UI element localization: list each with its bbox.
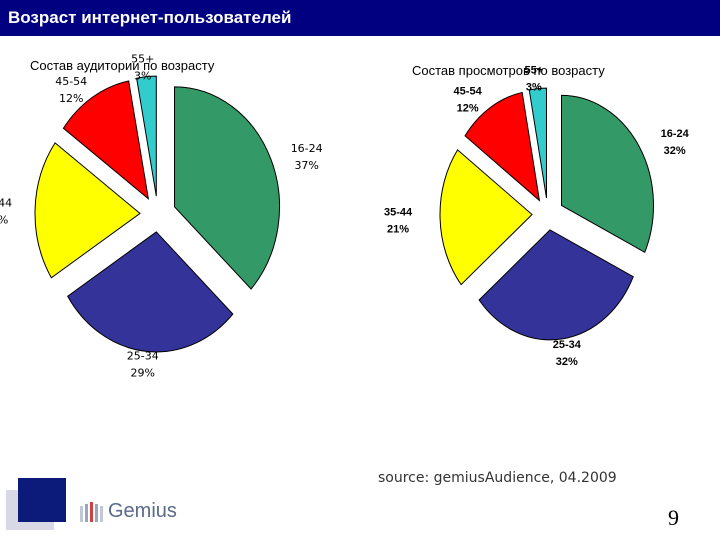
slice-value-label: 32% — [556, 356, 578, 368]
source-note: source: gemiusAudience, 04.2009 — [378, 470, 617, 486]
slice-value-label: 3% — [134, 70, 151, 83]
chart-audience-labels: 16-24 37% 25-34 29% 35-44 19% 45-54 12% 55+ 3% — [0, 53, 323, 380]
slice-category-label: 45-54 — [454, 85, 483, 97]
pie-slice-25-34 — [66, 231, 234, 353]
decor-square — [18, 478, 66, 522]
slice-value-label: 12% — [457, 102, 479, 114]
chart-audience-title: Состав аудитории по возрасту — [30, 58, 215, 73]
pie-slice-35-44 — [439, 149, 533, 286]
charts-canvas: Состав аудитории по возрасту 16-24 37% 25-… — [0, 53, 690, 380]
slide-title-bar: Возраст интернет-пользователей — [0, 0, 720, 36]
slice-value-label: 3% — [526, 82, 542, 94]
slice-category-label: 25-34 — [553, 339, 582, 351]
slice-category-label: 35-44 — [384, 206, 413, 218]
slice-value-label: 12% — [59, 92, 83, 105]
slice-value-label: 19% — [0, 213, 8, 226]
chart-views-title: Состав просмотров по возрасту — [412, 63, 605, 78]
page-number: 9 — [668, 505, 679, 530]
chart-views-labels: 16-24 32% 25-34 32% 35-44 21% 45-54 12% 55+ 3% — [384, 65, 690, 368]
pie-slice-45-54 — [62, 80, 150, 201]
slide-title: Возраст интернет-пользователей — [8, 8, 292, 27]
slice-category-label: 55+ — [525, 65, 544, 77]
pie-slice-35-44 — [34, 142, 141, 279]
slice-category-label: 45-54 — [55, 75, 87, 88]
pie-slice-25-34 — [478, 229, 634, 341]
chart-audience-slices — [34, 75, 281, 353]
chart-audience: Состав аудитории по возрасту 16-24 37% 25-… — [0, 53, 323, 380]
slice-category-label: 16-24 — [661, 128, 690, 140]
chart-views: Состав просмотров по возрасту 16-24 32% 25… — [384, 63, 690, 368]
pie-slice-45-54 — [464, 91, 541, 202]
slice-value-label: 37% — [294, 159, 318, 172]
pie-slice-55 — [528, 87, 547, 199]
slice-category-label: 55+ — [131, 53, 154, 66]
gemius-logo-text: Gemius — [108, 500, 177, 522]
slice-value-label: 29% — [131, 366, 155, 379]
slice-category-label: 25-34 — [127, 349, 159, 362]
gemius-logo-icon — [80, 502, 103, 522]
slice-value-label: 21% — [387, 223, 409, 235]
pie-slice-16-24 — [561, 94, 654, 253]
pie-slice-16-24 — [174, 86, 281, 290]
pie-slice-55 — [136, 75, 157, 197]
slice-category-label: 16-24 — [291, 142, 323, 155]
chart-views-slices — [439, 87, 654, 341]
slice-category-label: 35-44 — [0, 196, 12, 209]
slice-value-label: 32% — [664, 145, 686, 157]
